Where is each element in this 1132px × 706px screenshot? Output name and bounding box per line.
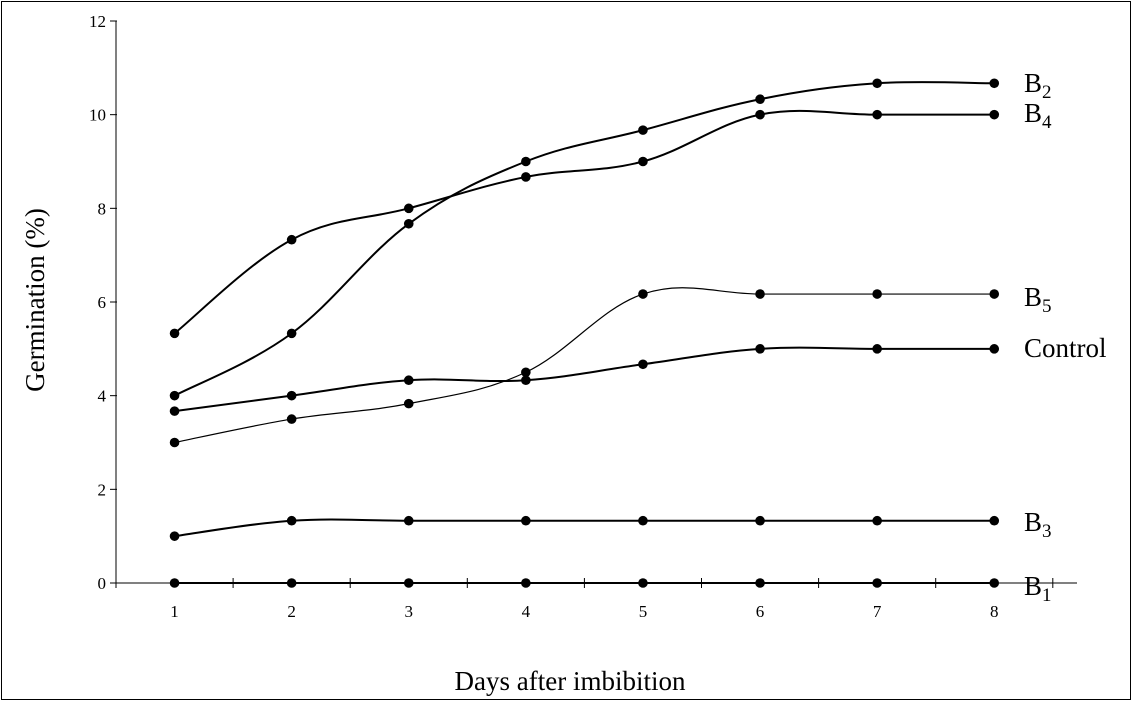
data-point-b5 [989, 289, 1000, 299]
y-tick-label: 8 [98, 199, 107, 218]
data-point-b4 [286, 234, 297, 245]
data-point-b2 [989, 78, 1000, 89]
series-label-base: Control [1024, 333, 1107, 363]
data-point-b4 [638, 156, 648, 167]
series-label-b2: B2 [1024, 68, 1052, 103]
series-line-b3 [174, 518, 995, 538]
y-tick-label: 12 [89, 12, 106, 31]
data-point-b5 [872, 289, 882, 299]
data-point-b1 [286, 578, 297, 588]
data-point-b2 [638, 125, 648, 135]
data-point-b2 [169, 390, 180, 401]
series-line-control [174, 346, 995, 413]
data-point-b5 [755, 289, 765, 299]
data-point-b2 [872, 78, 882, 89]
series-b2 [169, 78, 1000, 401]
series-label-control: Control [1024, 333, 1107, 363]
x-axis-title: Days after imbibition [455, 666, 686, 696]
data-point-b3 [872, 515, 882, 526]
data-point-b3 [403, 515, 414, 526]
y-axis-title: Germination (%) [20, 208, 50, 392]
data-point-b1 [989, 578, 1000, 588]
series-label-subscript: 3 [1042, 521, 1052, 542]
data-point-control [638, 359, 648, 370]
data-point-b3 [755, 515, 765, 526]
series-label-base: B [1024, 98, 1042, 128]
data-point-b3 [989, 515, 1000, 526]
data-point-b2 [286, 328, 297, 339]
series-b3 [169, 515, 1000, 541]
data-point-b4 [403, 203, 414, 214]
data-point-control [872, 344, 882, 354]
series-label-subscript: 4 [1042, 112, 1052, 133]
data-point-b5 [403, 398, 414, 409]
series-label-base: B [1024, 571, 1042, 601]
series-label-b3: B3 [1024, 507, 1052, 542]
data-point-b3 [286, 515, 297, 526]
series-label-b1: B1 [1024, 571, 1052, 606]
data-point-b1 [403, 578, 414, 588]
y-tick-label: 2 [98, 480, 107, 499]
series-label-subscript: 5 [1042, 296, 1052, 317]
y-tick-label: 6 [98, 293, 107, 312]
data-point-b1 [638, 578, 648, 588]
data-point-b1 [169, 578, 180, 588]
data-point-control [286, 390, 297, 401]
series-b1 [169, 578, 1000, 588]
series-line-b2 [174, 81, 995, 397]
y-tick-label: 4 [98, 387, 107, 406]
data-point-b5 [521, 367, 531, 378]
series-label-base: B [1024, 68, 1042, 98]
x-tick-label: 4 [522, 602, 531, 621]
series-label-base: B [1024, 282, 1042, 312]
x-tick-label: 1 [170, 602, 179, 621]
data-point-b1 [521, 578, 531, 588]
data-point-b3 [169, 531, 180, 541]
data-point-control [521, 375, 531, 386]
x-tick-label: 7 [873, 602, 882, 621]
data-point-control [989, 344, 1000, 354]
y-tick-label: 10 [89, 106, 106, 125]
series-label-b4: B4 [1024, 98, 1052, 133]
data-point-b4 [872, 109, 882, 120]
y-tick-label: 0 [98, 574, 107, 593]
data-point-control [755, 344, 765, 354]
series-line-b5 [174, 287, 995, 444]
data-point-b2 [755, 94, 765, 105]
series-label-base: B [1024, 507, 1042, 537]
series-b4 [169, 109, 1000, 339]
series-label-subscript: 2 [1042, 82, 1052, 103]
x-tick-label: 8 [990, 602, 999, 621]
series-b5 [169, 287, 1000, 448]
x-tick-label: 6 [756, 602, 765, 621]
data-point-b5 [169, 437, 180, 448]
data-point-b5 [638, 289, 648, 299]
data-point-b1 [755, 578, 765, 588]
x-tick-label: 2 [287, 602, 296, 621]
x-tick-label: 3 [405, 602, 414, 621]
data-point-b3 [521, 515, 531, 526]
data-point-b4 [755, 109, 765, 120]
series-label-b5: B5 [1024, 282, 1052, 317]
data-point-b4 [521, 172, 531, 182]
data-point-b4 [989, 109, 1000, 120]
data-point-b2 [521, 156, 531, 167]
data-point-b5 [286, 414, 297, 424]
data-point-control [403, 375, 414, 386]
data-point-control [169, 406, 180, 416]
series-control [169, 344, 1000, 416]
series-label-subscript: 1 [1042, 585, 1052, 606]
data-point-b3 [638, 515, 648, 526]
x-tick-label: 5 [639, 602, 648, 621]
data-point-b1 [872, 578, 882, 588]
data-point-b4 [169, 328, 180, 339]
data-point-b2 [403, 218, 414, 229]
